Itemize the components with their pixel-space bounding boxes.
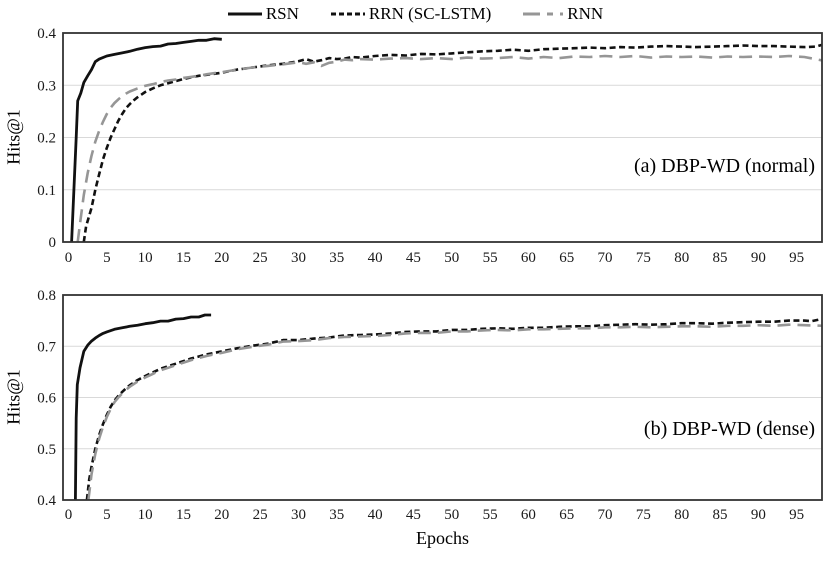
x-tick-label: 75: [636, 507, 651, 523]
y-tick-label: 0.6: [37, 391, 56, 407]
panel-a-caption: (a) DBP-WD (normal): [633, 155, 815, 177]
x-tick-label: 25: [253, 507, 268, 523]
plot-border: [62, 32, 823, 243]
x-tick-label: 60: [521, 507, 536, 523]
x-tick-label: 10: [138, 250, 153, 266]
x-tick-label: 85: [713, 507, 728, 523]
x-tick-label: 75: [636, 250, 651, 266]
x-tick-label: 45: [406, 250, 421, 266]
x-tick-label: 80: [674, 507, 689, 523]
y-tick-label: 0.2: [37, 131, 56, 147]
x-tick-label: 15: [176, 250, 191, 266]
x-axis-title: Epochs: [416, 528, 469, 548]
legend-label-rrn: RRN (SC-LSTM): [368, 3, 492, 23]
x-tick-label: 30: [291, 507, 306, 523]
x-tick-label: 0: [65, 250, 73, 266]
x-tick-label: 25: [253, 250, 268, 266]
y-tick-label: 0: [49, 235, 57, 251]
x-tick-label: 20: [214, 507, 229, 523]
x-tick-label: 50: [444, 250, 459, 266]
x-tick-label: 60: [521, 250, 536, 266]
x-tick-label: 35: [329, 507, 344, 523]
legend-item-rsn: RSN: [227, 3, 299, 24]
series-line-rrn-sc-lstm-: [85, 317, 822, 501]
x-tick-label: 70: [598, 250, 613, 266]
y-tick-label: 0.3: [37, 78, 56, 94]
legend-label-rsn: RSN: [265, 3, 299, 23]
rsn-solid-line-icon: [227, 12, 262, 15]
series-line-rsn: [74, 313, 212, 501]
x-tick-label: 15: [176, 507, 191, 523]
plot-border: [62, 294, 823, 501]
x-tick-label: 40: [368, 250, 383, 266]
panel-a-y-axis-title: Hits@1: [3, 109, 24, 165]
x-tick-label: 65: [559, 507, 574, 523]
rrn-dashed-line-icon: [330, 12, 365, 15]
x-tick-label: 20: [214, 250, 229, 266]
y-tick-label: 0.5: [37, 442, 56, 458]
x-tick-label: 70: [598, 507, 613, 523]
y-tick-label: 0.4: [37, 26, 56, 42]
legend-item-rrn: RRN (SC-LSTM): [330, 3, 492, 24]
series-line-rnn: [76, 54, 822, 243]
x-tick-label: 40: [368, 507, 383, 523]
x-tick-label: 55: [483, 507, 498, 523]
y-tick-label: 0.8: [37, 288, 56, 304]
rnn-long-dash-line-icon: [523, 12, 564, 15]
x-tick-label: 10: [138, 507, 153, 523]
x-tick-label: 80: [674, 250, 689, 266]
x-tick-label: 0: [65, 507, 73, 523]
legend: RSN RRN (SC-LSTM) RNN: [0, 0, 831, 27]
series-line-rnn: [87, 323, 822, 501]
x-tick-label: 85: [713, 250, 728, 266]
panel-b-y-axis-title: Hits@1: [3, 369, 24, 425]
x-tick-label: 5: [103, 507, 111, 523]
x-tick-label: 55: [483, 250, 498, 266]
x-tick-label: 90: [751, 250, 766, 266]
x-tick-label: 95: [789, 250, 804, 266]
y-tick-label: 0.1: [37, 183, 56, 199]
x-tick-label: 50: [444, 507, 459, 523]
y-tick-label: 0.7: [37, 339, 56, 355]
legend-label-rnn: RNN: [567, 3, 604, 23]
x-tick-label: 95: [789, 507, 804, 523]
series-line-rrn-sc-lstm-: [82, 43, 822, 243]
x-tick-label: 30: [291, 250, 306, 266]
panel-b-caption: (b) DBP-WD (dense): [643, 418, 815, 440]
series-line-rsn: [70, 37, 222, 243]
y-tick-label: 0.4: [37, 493, 56, 509]
x-tick-label: 5: [103, 250, 111, 266]
x-tick-label: 35: [329, 250, 344, 266]
x-tick-label: 90: [751, 507, 766, 523]
legend-item-rnn: RNN: [523, 4, 603, 24]
x-tick-label: 65: [559, 250, 574, 266]
x-tick-label: 45: [406, 507, 421, 523]
